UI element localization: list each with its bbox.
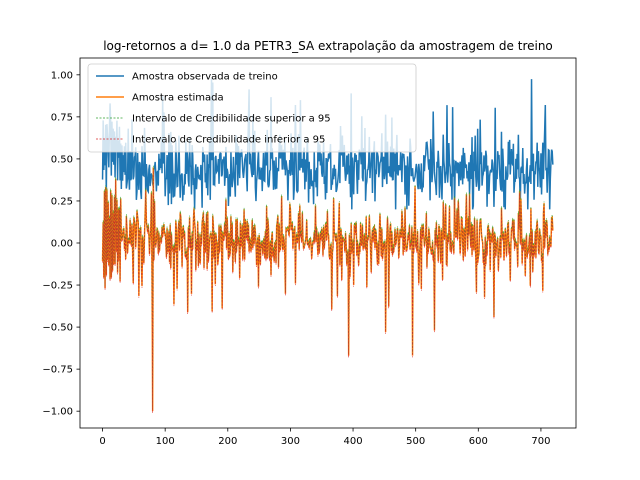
- y-tick-label: −1.00: [42, 407, 73, 418]
- legend-label: Amostra estimada: [132, 93, 224, 104]
- x-tick-label: 700: [531, 436, 550, 447]
- y-tick-label: 0.75: [51, 112, 73, 123]
- y-tick-label: 0.50: [51, 154, 73, 165]
- series-layer: [101, 78, 554, 413]
- series-lower-credibility-line: [102, 168, 554, 413]
- series-observed-line: [101, 78, 554, 210]
- legend-label: Intervalo de Credibilidade superior a 95: [132, 114, 331, 125]
- legend-label: Amostra observada de treino: [132, 72, 278, 83]
- legend: Amostra observada de treino Amostra estim…: [87, 63, 417, 153]
- x-tick-label: 300: [281, 436, 300, 447]
- y-tick-label: 0.25: [51, 196, 73, 207]
- x-tick-label: 500: [406, 436, 425, 447]
- legend-label: Intervalo de Credibilidade inferior a 95: [132, 135, 325, 146]
- x-tick-label: 400: [344, 436, 363, 447]
- y-tick-label: −0.50: [42, 323, 73, 334]
- x-axis: 0 100 200 300 400 500 600 700: [99, 428, 550, 447]
- y-tick-label: −0.75: [42, 365, 73, 376]
- y-tick-label: −0.25: [42, 281, 73, 292]
- x-tick-label: 0: [99, 436, 105, 447]
- x-tick-label: 600: [469, 436, 488, 447]
- x-tick-label: 200: [218, 436, 237, 447]
- legend-box: [87, 63, 417, 153]
- y-axis: −1.00 −0.75 −0.50 −0.25 0.00 0.25 0.50 0.75 1.00: [42, 70, 80, 418]
- y-tick-label: 0.00: [51, 239, 73, 250]
- x-tick-label: 100: [156, 436, 175, 447]
- chart-title: log-retornos a d= 1.0 da PETR3_SA extrap…: [103, 39, 553, 53]
- y-tick-label: 1.00: [51, 70, 73, 81]
